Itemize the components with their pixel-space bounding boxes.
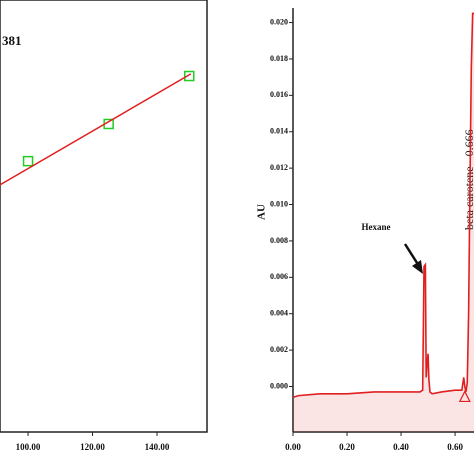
arrow-head	[412, 260, 423, 274]
x-tick-label: 0.60	[447, 442, 463, 452]
y-tick-label: 0.016	[270, 90, 288, 99]
y-tick-label: 0.008	[270, 236, 288, 245]
x-tick-label: 140.00	[145, 442, 170, 452]
y-tick-label: 0.006	[270, 272, 288, 281]
x-tick-label: 100.00	[16, 442, 41, 452]
x-tick-label: 0.20	[339, 442, 355, 452]
y-tick-label: 0.000	[270, 381, 288, 390]
y-tick-label: 0.010	[270, 199, 288, 208]
y-tick-label: 0.018	[270, 54, 288, 63]
y-tick-label: 0.014	[270, 127, 288, 136]
y-tick-label: 0.020	[270, 17, 288, 26]
x-tick-label: 120.00	[80, 442, 105, 452]
trace	[292, 12, 474, 399]
y-axis-label: AU	[256, 204, 268, 220]
left-plot-frame	[0, 0, 208, 433]
data-point	[184, 70, 195, 82]
data-point	[22, 155, 34, 167]
fit-line	[0, 73, 192, 186]
arrow	[403, 243, 421, 267]
y-tick-label: 0.012	[270, 163, 288, 172]
y-tick-label: 0.002	[270, 345, 288, 354]
y-tick-label: 0.004	[270, 309, 288, 318]
x-tick-label: 0.00	[285, 442, 301, 452]
x-tick-label: 0.40	[393, 442, 409, 452]
hexane-label: Hexane	[362, 222, 391, 232]
peak-marker	[458, 390, 471, 403]
left-annotation: 381	[2, 33, 22, 48]
